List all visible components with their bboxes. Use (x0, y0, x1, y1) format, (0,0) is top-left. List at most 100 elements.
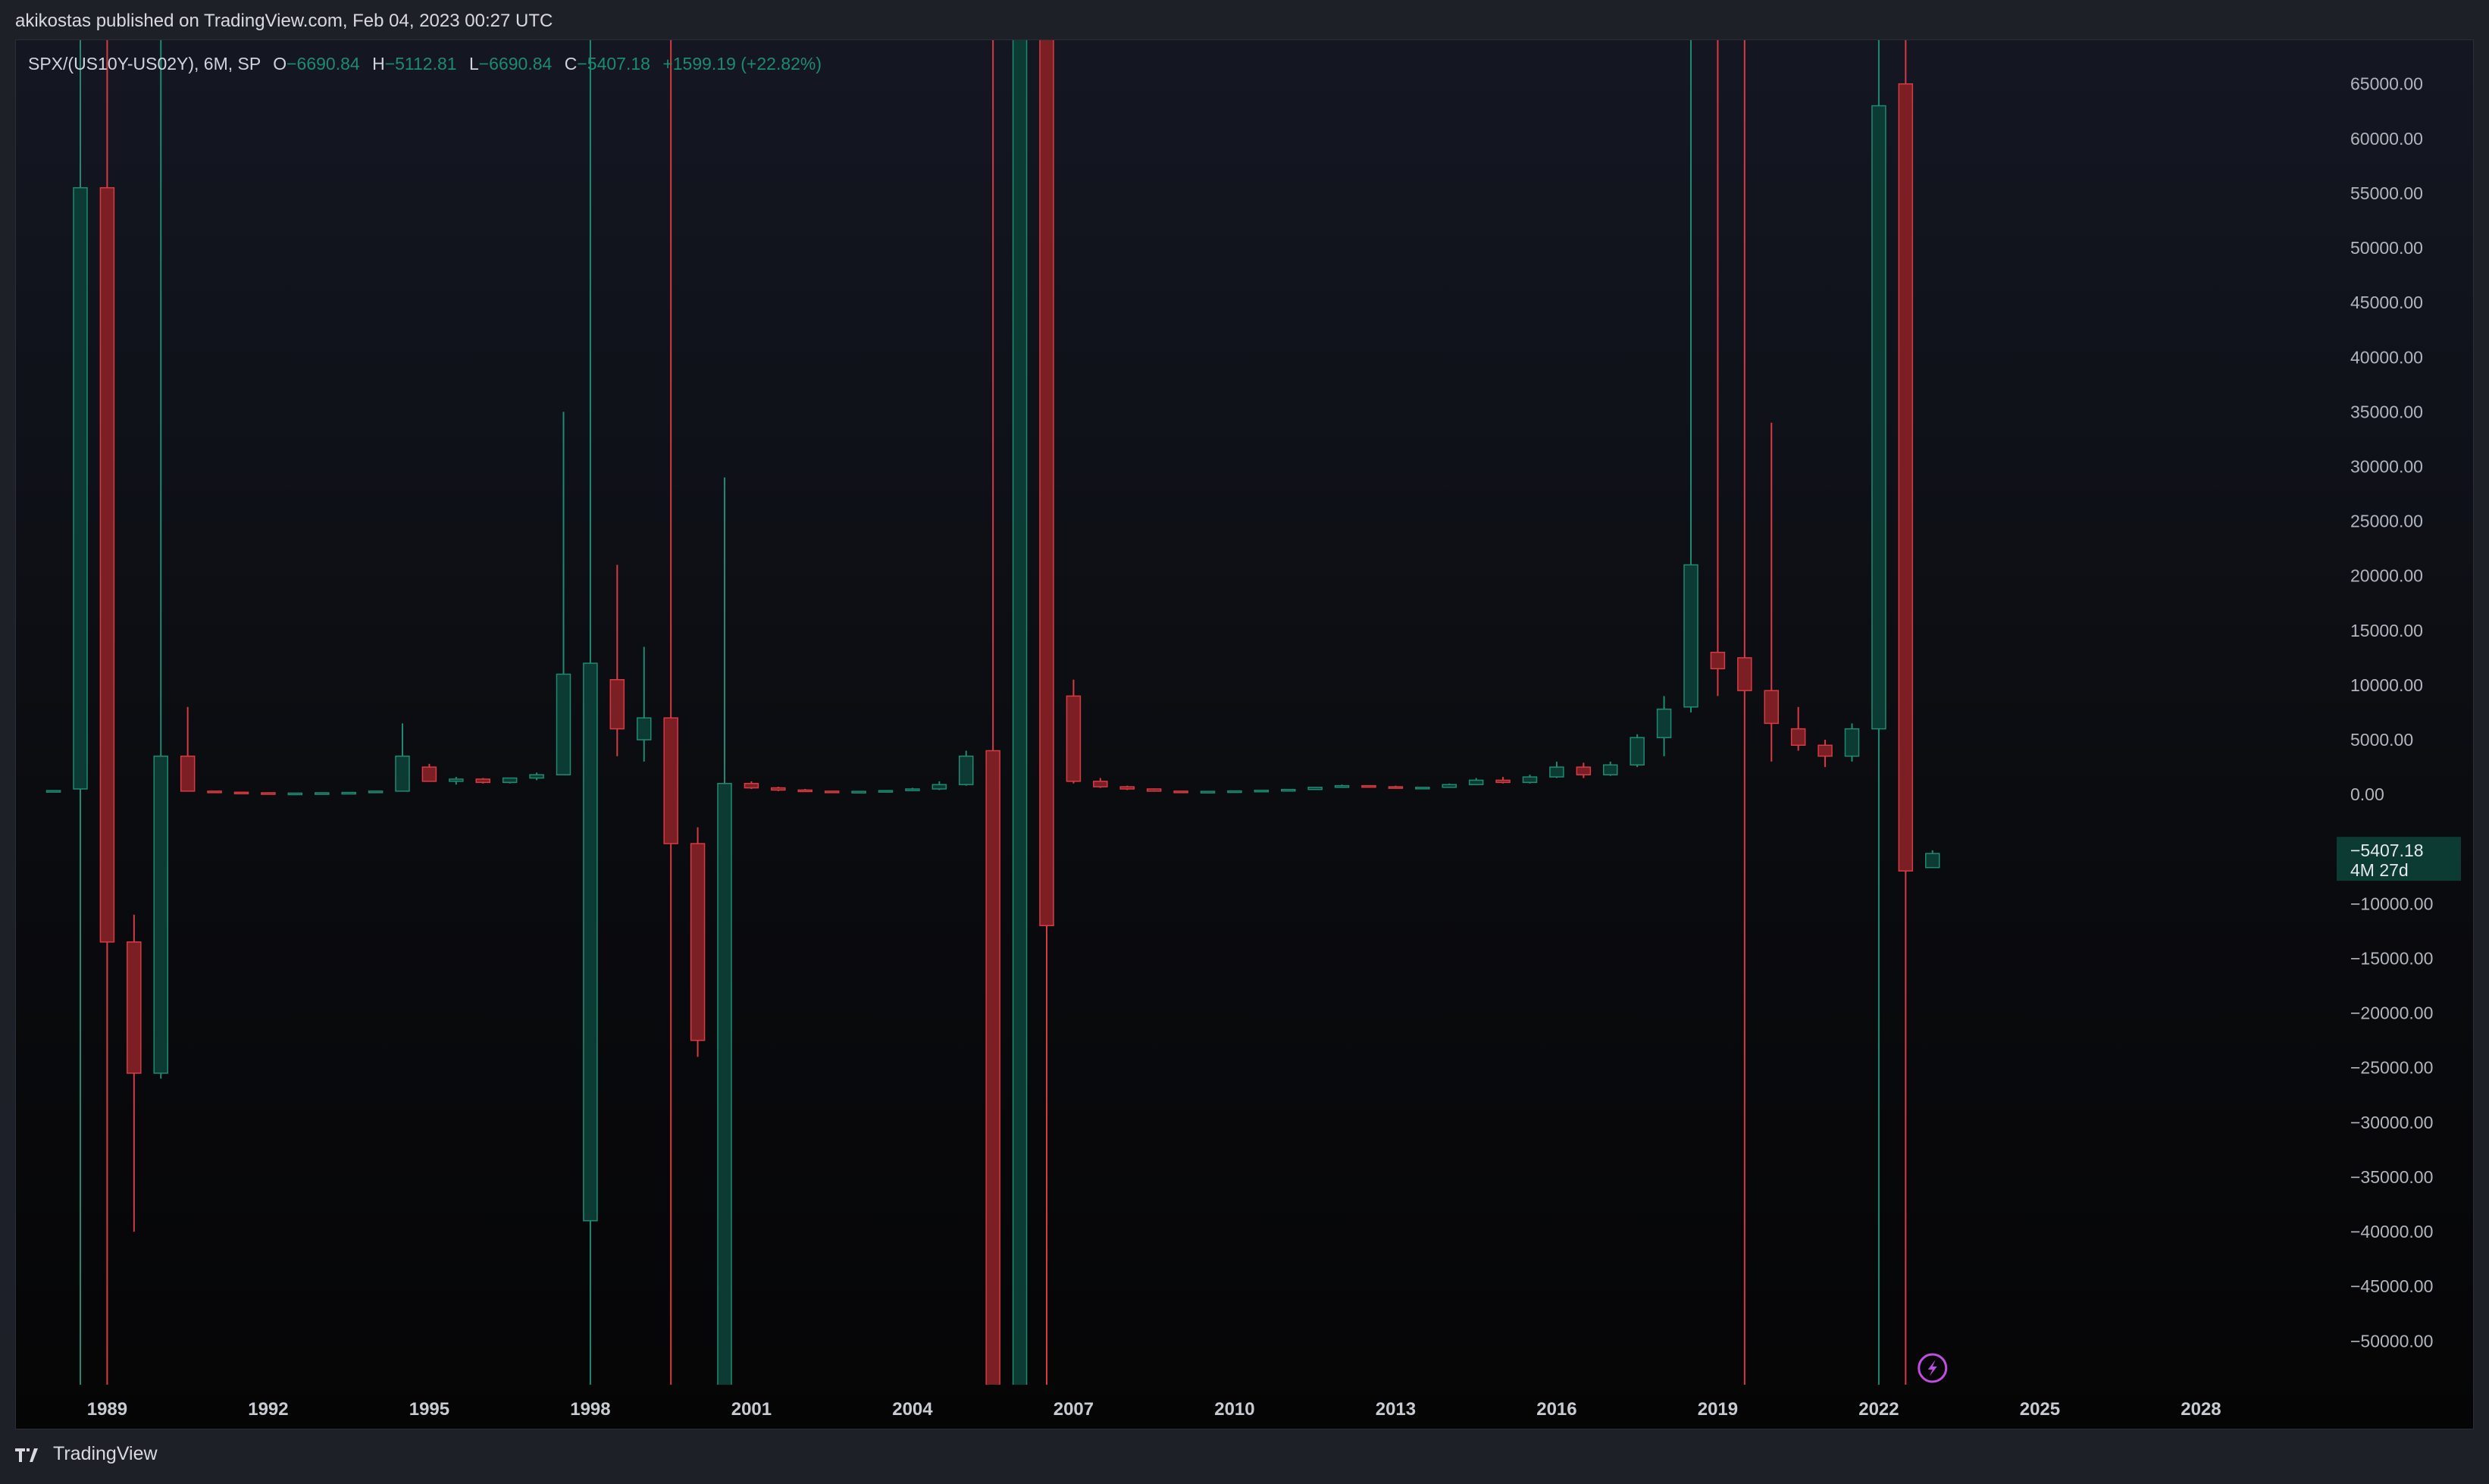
candle-body-24 (690, 843, 706, 1041)
candle-body-70 (1925, 853, 1940, 869)
candle-body-62 (1710, 651, 1726, 670)
candle-body-32 (905, 788, 920, 791)
high-label: H (372, 54, 385, 74)
footer: TradingView (15, 1443, 158, 1465)
candle-body-9 (287, 792, 303, 796)
candlestick-chart[interactable]: 65000.00 60000.00 55000.00 50000.00 45000.00… (16, 40, 2474, 1429)
y-tick-label-15: −15000.00 (2350, 949, 2433, 969)
open-value: −6690.84 (286, 54, 360, 74)
x-tick-label-3: 1998 (570, 1399, 610, 1420)
y-tick-label-6: 35000.00 (2350, 402, 2423, 421)
y-tick-label-10: 15000.00 (2350, 621, 2423, 640)
markers-layer (1918, 1353, 1948, 1383)
candle-body-51 (1415, 787, 1430, 790)
candle-body-45 (1254, 789, 1270, 793)
y-tick-label-5: 40000.00 (2350, 347, 2423, 367)
candle-body-66 (1817, 744, 1833, 757)
candle-body-59 (1630, 737, 1645, 765)
candle-body-33 (931, 784, 947, 790)
chart-panel[interactable]: 65000.00 60000.00 55000.00 50000.00 45000.00… (15, 39, 2474, 1429)
candle-body-8 (261, 792, 276, 795)
candle-body-46 (1281, 788, 1296, 792)
candle-body-22 (637, 717, 652, 740)
y-tick-label-13: 0.00 (2350, 784, 2384, 804)
price-axis: 65000.00 60000.00 55000.00 50000.00 45000.00… (2337, 74, 2461, 1351)
y-tick-label-22: −50000.00 (2350, 1331, 2433, 1351)
candle-body-15 (449, 778, 464, 782)
candle-body-17 (502, 777, 518, 784)
candle-body-50 (1388, 786, 1404, 789)
open-label: O (273, 54, 287, 74)
candle-body-38 (1066, 695, 1082, 782)
candle-body-0 (45, 790, 61, 793)
candle-body-67 (1844, 728, 1860, 757)
candle-body-12 (368, 791, 384, 794)
candle-body-36 (1012, 40, 1028, 1385)
y-tick-label-20: −40000.00 (2350, 1222, 2433, 1241)
candle-body-11 (341, 791, 356, 795)
x-tick-label-4: 2001 (731, 1399, 772, 1420)
candle-body-68 (1871, 105, 1886, 730)
symbol-label[interactable]: SPX/(US10Y-US02Y), 6M, SP (28, 54, 261, 74)
flash-icon (1918, 1353, 1948, 1383)
y-tick-label-21: −45000.00 (2350, 1276, 2433, 1296)
candle-body-34 (959, 755, 974, 785)
low-label: L (468, 54, 479, 74)
change-value: +1599.19 (+22.82%) (662, 54, 822, 74)
symbol-legend: SPX/(US10Y-US02Y), 6M, SP O−6690.84 H−51… (28, 54, 822, 74)
candle-body-47 (1307, 787, 1323, 791)
candle-body-10 (315, 792, 330, 795)
high-value: −5112.81 (384, 54, 457, 74)
y-tick-label-14: −10000.00 (2350, 894, 2433, 913)
y-tick-label-11: 10000.00 (2350, 675, 2423, 695)
x-tick-label-9: 2016 (1536, 1399, 1576, 1420)
tradingview-brand[interactable]: TradingView (53, 1443, 158, 1464)
y-tick-label-2: 55000.00 (2350, 183, 2423, 203)
candle-body-56 (1549, 766, 1564, 778)
x-tick-label-11: 2022 (1858, 1399, 1899, 1420)
y-tick-label-0: 65000.00 (2350, 74, 2423, 94)
candle-body-41 (1146, 788, 1162, 792)
candle-body-7 (233, 791, 249, 795)
x-tick-label-0: 1989 (87, 1399, 127, 1420)
time-axis: 1989 1992 1995 1998 2001 2004 2007 2010 2013 2016… (87, 1399, 2221, 1420)
candle-body-21 (609, 678, 625, 730)
candle-body-19 (556, 673, 571, 775)
candle-body-23 (663, 717, 678, 844)
candle-body-28 (797, 789, 812, 793)
y-tick-label-12: 5000.00 (2350, 730, 2413, 750)
candle-body-6 (207, 791, 222, 794)
tradingview-logo-icon[interactable] (15, 1445, 45, 1464)
last-price-countdown: 4M 27d (2350, 860, 2409, 880)
candle-body-63 (1737, 657, 1752, 691)
candle-body-48 (1334, 784, 1350, 788)
candle-body-14 (421, 766, 437, 782)
x-tick-label-13: 2028 (2181, 1399, 2221, 1420)
flash-icon-bolt (1927, 1360, 1937, 1376)
candle-body-58 (1603, 764, 1618, 775)
close-value: −5407.18 (577, 54, 650, 74)
candle-body-1 (73, 186, 88, 790)
low-value: −6690.84 (478, 54, 553, 74)
x-tick-label-1: 1992 (248, 1399, 288, 1420)
x-tick-label-2: 1995 (409, 1399, 449, 1420)
candles-layer (45, 40, 1940, 1385)
candle-body-64 (1764, 690, 1779, 725)
candle-body-27 (771, 787, 786, 791)
y-tick-label-16: −20000.00 (2350, 1003, 2433, 1023)
publisher-header: akikostas published on TradingView.com, … (15, 11, 553, 31)
candle-body-54 (1495, 779, 1511, 784)
candle-body-2 (99, 186, 115, 943)
candle-body-44 (1227, 790, 1242, 794)
candle-body-40 (1119, 786, 1135, 790)
candle-body-37 (1039, 40, 1054, 926)
last-price-label: −5407.18 (2350, 841, 2424, 860)
x-tick-label-6: 2007 (1054, 1399, 1094, 1420)
candle-body-69 (1898, 83, 1914, 872)
candle-body-65 (1790, 728, 1806, 747)
x-tick-label-12: 2025 (2020, 1399, 2060, 1420)
y-tick-label-1: 60000.00 (2350, 129, 2423, 149)
candle-body-39 (1093, 781, 1108, 787)
x-tick-label-7: 2010 (1214, 1399, 1254, 1420)
y-tick-label-4: 45000.00 (2350, 293, 2423, 312)
